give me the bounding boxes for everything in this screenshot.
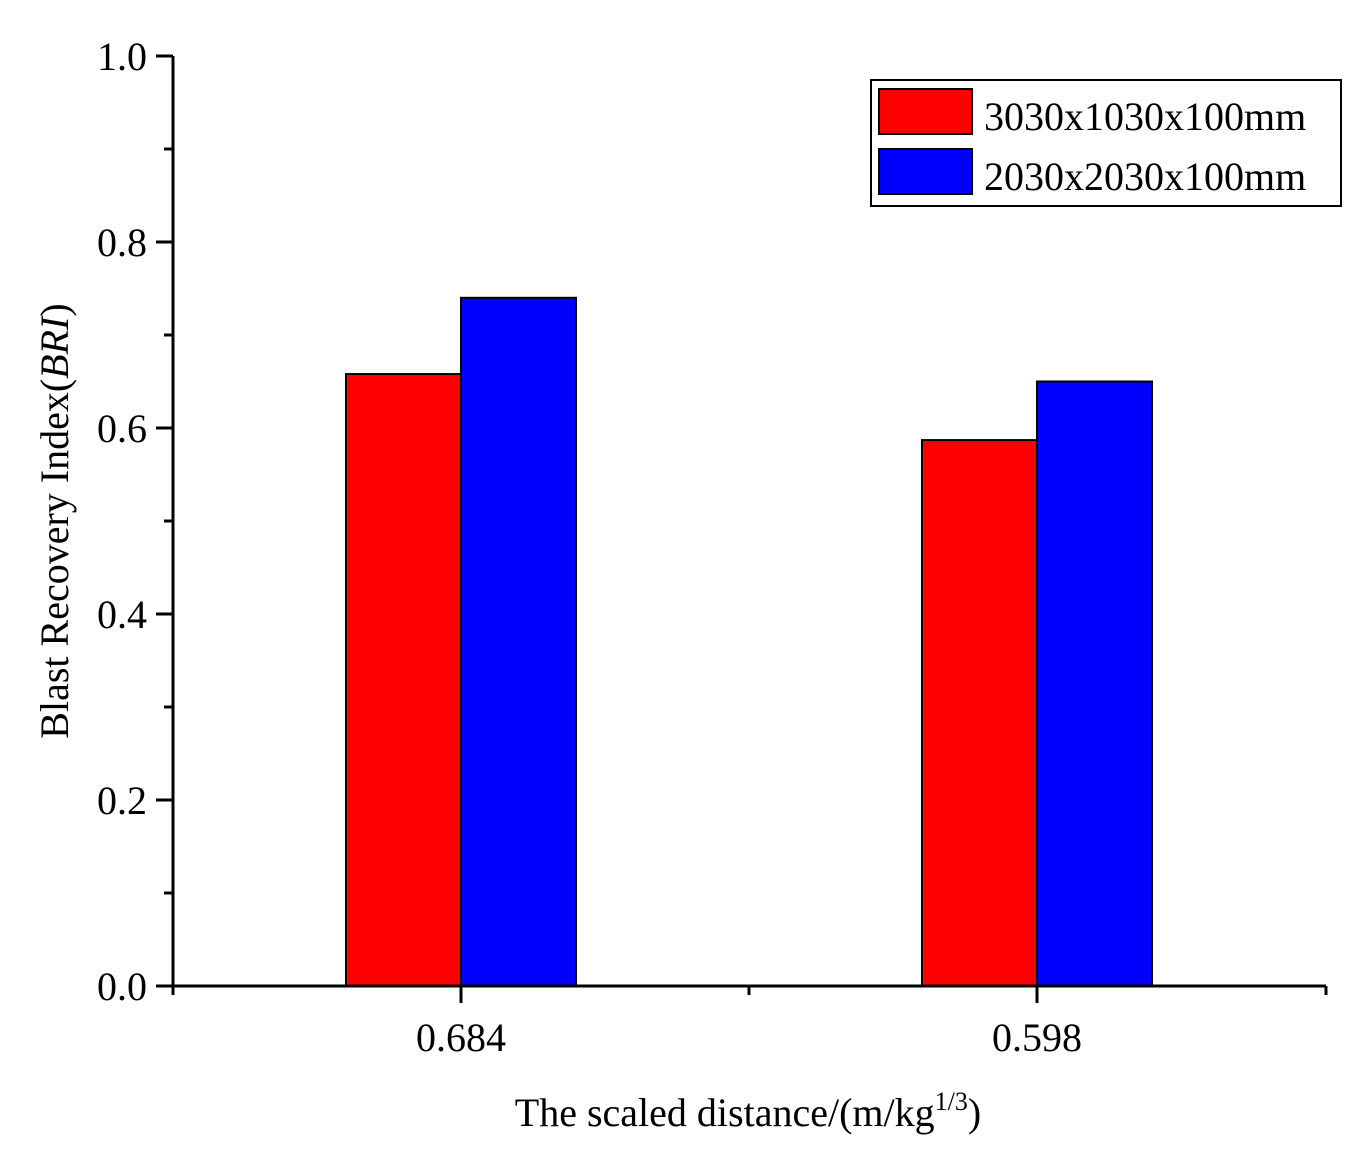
y-tick-label: 1.0 xyxy=(97,34,147,79)
legend-label-series-2: 2030x2030x100mm xyxy=(984,154,1306,199)
bar-0.684-series-1 xyxy=(345,373,462,987)
legend-label-series-1: 3030x1030x100mm xyxy=(984,94,1306,139)
y-tick-label: 0.8 xyxy=(97,220,147,265)
x-axis-title: The scaled distance/(m/kg1/3) xyxy=(515,1087,981,1135)
x-tick-label-0.684: 0.684 xyxy=(416,1015,506,1060)
x-axis-title-suffix: ) xyxy=(968,1090,981,1135)
legend: 3030x1030x100mm 2030x2030x100mm xyxy=(870,79,1342,207)
bars-layer xyxy=(345,296,1153,987)
bar-0.684-series-2 xyxy=(460,296,577,987)
y-axis-title-prefix: Blast Recovery Index( xyxy=(32,379,77,739)
y-tick-label: 0.6 xyxy=(97,406,147,451)
x-axis-title-main: The scaled distance/(m/kg xyxy=(515,1090,935,1135)
legend-swatch-series-2 xyxy=(878,148,973,195)
y-tick-label: 0.2 xyxy=(97,778,147,823)
y-axis-title-italic: BRI xyxy=(32,315,77,379)
x-tick-label-0.598: 0.598 xyxy=(992,1015,1082,1060)
y-axis-title-suffix: ) xyxy=(32,303,77,316)
y-tick-label: 0.0 xyxy=(97,964,147,1009)
bar-0.598-series-1 xyxy=(921,439,1038,987)
x-axis-title-superscript: 1/3 xyxy=(935,1087,968,1116)
legend-swatch-series-1 xyxy=(878,88,973,135)
axes-layer: 0.0 0.2 0.4 0.6 0.8 1.0 0.684 0.598 xyxy=(97,34,1328,1060)
bar-0.598-series-2 xyxy=(1036,380,1153,987)
y-tick-label: 0.4 xyxy=(97,592,147,637)
y-axis-title: Blast Recovery Index(BRI) xyxy=(32,303,77,738)
